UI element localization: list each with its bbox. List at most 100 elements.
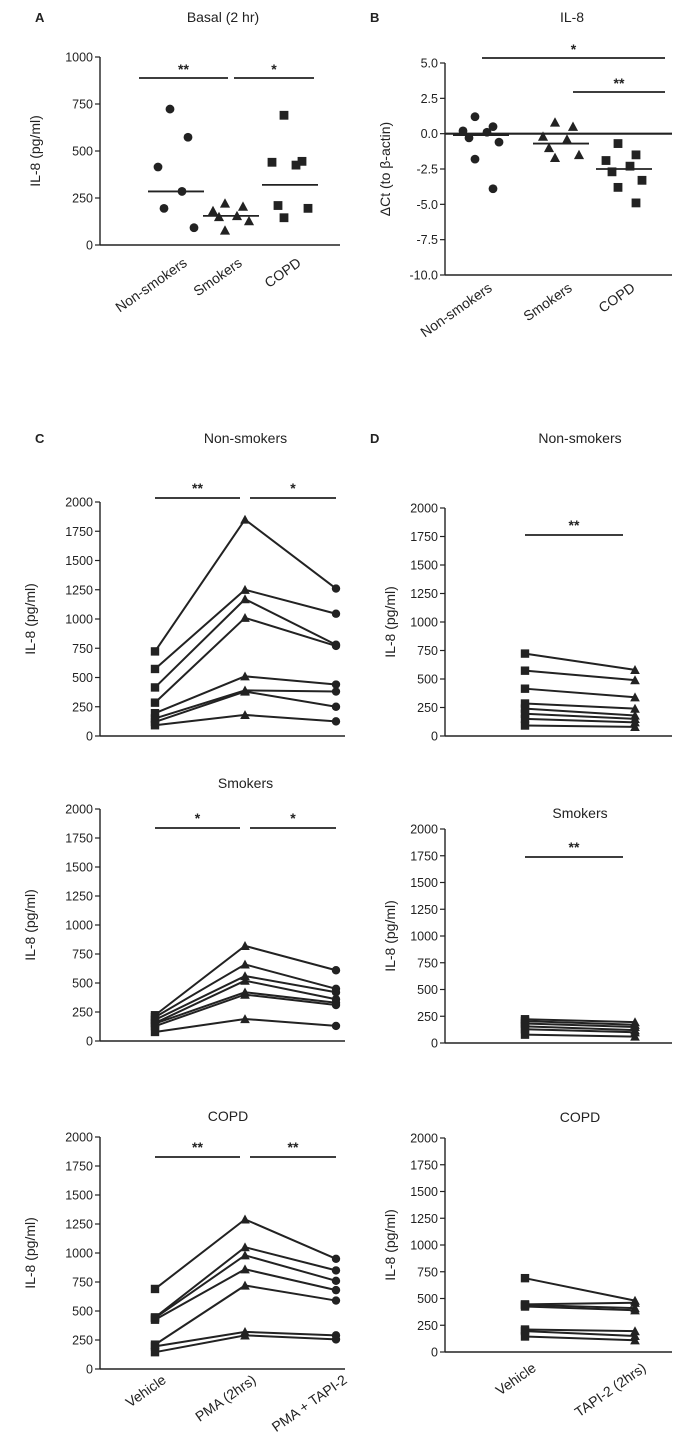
y-tick-label: 1250 [410,1212,438,1226]
x-tick-label: Non-smokers [112,254,189,315]
data-point [470,112,480,122]
data-point [273,201,283,210]
data-point [240,971,250,981]
y-tick-label: -2.5 [416,163,438,177]
y-tick-label: 1500 [410,876,438,890]
series-line [524,702,636,710]
y-tick-label: 0 [86,1363,93,1377]
y-axis-label: IL-8 (pg/ml) [382,586,398,658]
data-point [207,205,219,216]
chart-title: COPD [560,1109,600,1125]
data-point [279,110,289,120]
y-tick-label: 0 [86,239,93,253]
data-point [165,104,175,114]
significance-label: ** [569,517,580,533]
y-tick-label: 1500 [65,554,93,568]
data-point [549,117,561,127]
data-point [630,1297,640,1307]
data-point [331,702,341,711]
data-point [631,150,641,160]
data-point [150,1347,160,1357]
series-line [524,1335,636,1342]
data-point [240,514,250,524]
y-tick-label: 500 [417,1292,438,1306]
data-point [153,162,163,172]
data-point [279,213,289,223]
significance-label: * [290,480,296,496]
data-point [331,1254,341,1264]
data-point [219,198,231,208]
y-tick-label: 0 [431,1037,438,1051]
data-point [630,1335,640,1345]
data-point [159,203,169,213]
data-point [630,717,640,727]
data-point [567,121,579,131]
data-point [607,167,617,177]
data-point [331,717,341,726]
x-tick-label: Vehicle [123,1371,169,1410]
y-tick-label: 500 [72,1305,93,1319]
data-point [520,649,530,658]
y-tick-label: 250 [72,700,93,714]
series-line [524,707,636,717]
y-tick-label: 750 [72,948,93,962]
y-tick-label: 500 [417,983,438,997]
panel-letter: B [370,10,379,25]
series-line [524,652,636,671]
data-point [240,1214,250,1224]
chart-panel-2: C Non-smokers 0 250 500 750 1000 1250 1500 1750 20… [22,430,345,744]
data-point [561,134,573,144]
data-point [150,1027,160,1037]
data-point [331,1285,341,1295]
data-point [331,1266,341,1275]
y-axis-label: IL-8 (pg/ml) [382,900,398,972]
data-point [150,664,160,674]
data-point [331,988,341,997]
data-point [240,613,250,622]
data-point [549,152,561,162]
data-point [331,1000,341,1010]
data-point [150,1021,160,1031]
data-point [520,1326,530,1336]
chart-title: IL-8 [560,9,584,25]
y-tick-label: 0 [86,1035,93,1049]
y-tick-label: 1500 [410,1185,438,1199]
y-tick-label: 1000 [65,919,93,933]
chart-panel-4: COPD 0 250 500 750 1000 1250 1500 1750 2000 IL-8 (… [22,1108,350,1435]
y-tick-label: 250 [417,1319,438,1333]
data-point [150,1284,160,1294]
data-point [240,1330,250,1340]
y-tick-label: 2.5 [421,92,438,106]
y-tick-label: 250 [72,1334,93,1348]
series-line [524,1330,636,1337]
data-point [331,1276,341,1286]
panel-letter: C [35,431,45,446]
data-point [240,1250,250,1260]
y-tick-label: 0 [431,730,438,744]
data-point [240,584,250,594]
series-line [524,1033,636,1038]
data-point [240,1280,250,1290]
data-point [331,584,341,593]
data-point [630,692,640,702]
y-tick-label: 500 [72,977,93,991]
data-point [240,1264,250,1274]
x-tick-label: PMA (2hrs) [192,1371,259,1424]
y-tick-label: 250 [417,1010,438,1024]
y-tick-label: 1250 [65,890,93,904]
data-point [613,182,623,192]
series-line [524,1301,636,1306]
chart-panel-1: B IL-8 5.0 2.5 0.0 -2.5 -5.0 -7.5 -10.0 ΔCt (to β… [370,9,672,340]
data-point [303,203,313,213]
data-point [291,160,301,170]
significance-label: ** [192,480,203,496]
series-line [524,1020,636,1026]
data-point [630,1326,640,1336]
data-point [331,609,341,618]
series-line [524,1277,636,1302]
data-point [520,709,530,718]
data-point [331,641,341,651]
series-line [524,1028,636,1034]
data-point [630,1305,640,1315]
data-point [520,666,530,675]
